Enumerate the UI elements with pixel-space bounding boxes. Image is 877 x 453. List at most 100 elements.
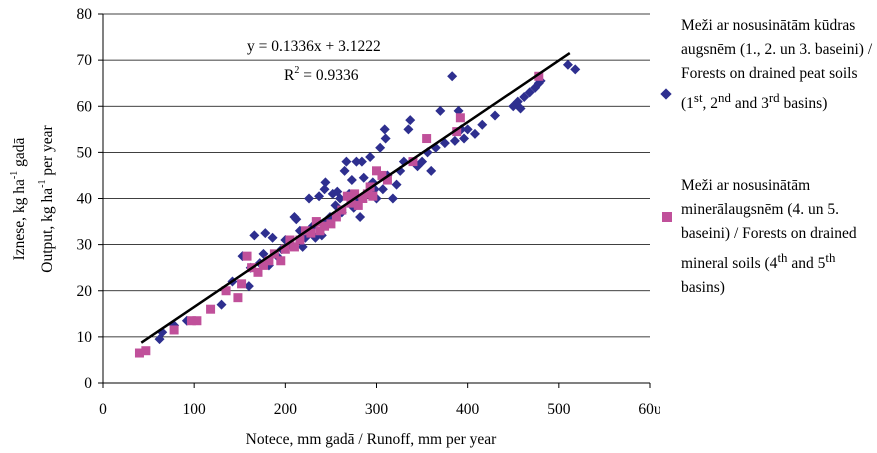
data-point-mineral bbox=[422, 134, 432, 144]
data-point-mineral bbox=[331, 212, 341, 222]
data-point-mineral bbox=[372, 166, 381, 176]
trendline bbox=[140, 52, 571, 344]
data-point-mineral bbox=[169, 325, 179, 335]
data-point-peat bbox=[490, 110, 501, 121]
y-axis-label-2: Output, kg ha-1 per year bbox=[37, 124, 56, 272]
data-point-peat bbox=[304, 193, 315, 204]
data-point-peat bbox=[405, 115, 416, 126]
data-point-peat bbox=[375, 142, 386, 153]
data-point-mineral bbox=[221, 286, 231, 296]
data-point-peat bbox=[449, 135, 460, 146]
r-squared-prefix: R bbox=[284, 67, 295, 84]
data-point-mineral bbox=[186, 316, 196, 326]
trendline-path bbox=[140, 52, 571, 344]
axes bbox=[98, 13, 651, 388]
data-point-peat bbox=[341, 156, 352, 167]
data-point-mineral bbox=[258, 260, 268, 270]
r-squared-sup: 2 bbox=[294, 65, 299, 76]
data-points bbox=[134, 59, 581, 358]
x-tick-label: 300 bbox=[365, 401, 389, 418]
data-point-mineral bbox=[295, 235, 305, 245]
x-tick-label: 400 bbox=[456, 401, 480, 418]
data-point-peat bbox=[426, 165, 437, 176]
data-point-mineral bbox=[342, 191, 352, 201]
data-point-mineral bbox=[253, 267, 263, 277]
data-point-peat bbox=[562, 59, 573, 70]
data-point-peat bbox=[335, 193, 346, 204]
scatter-chart: 0 10 20 30 40 50 60 70 80 0 100 200 300 400 500 60υ y =… bbox=[9, 6, 661, 448]
data-point-peat bbox=[403, 124, 414, 135]
data-point-mineral bbox=[315, 226, 325, 236]
data-point-peat bbox=[243, 281, 254, 292]
data-point-mineral bbox=[289, 242, 299, 252]
data-point-peat bbox=[339, 165, 350, 176]
grid-lines bbox=[103, 13, 650, 338]
data-point-peat bbox=[355, 211, 366, 222]
data-point-peat bbox=[379, 124, 390, 135]
data-point-peat bbox=[435, 105, 446, 116]
data-point-peat bbox=[216, 299, 227, 310]
data-point-peat bbox=[314, 191, 325, 202]
data-point-mineral bbox=[306, 228, 316, 238]
legend-label-peat-soils: Meži ar nosusinātām kūdras augsnēm (1., … bbox=[681, 17, 873, 113]
data-point-mineral bbox=[242, 251, 252, 261]
data-point-peat bbox=[524, 87, 535, 98]
data-point-peat bbox=[515, 103, 526, 114]
data-point-mineral bbox=[353, 200, 363, 210]
data-point-peat bbox=[267, 232, 278, 243]
data-point-peat bbox=[387, 193, 398, 204]
data-point-mineral bbox=[358, 194, 368, 203]
data-point-peat bbox=[519, 92, 530, 103]
data-point-peat bbox=[320, 177, 331, 188]
y-tick-label: 80 bbox=[77, 6, 93, 23]
data-point-peat bbox=[417, 156, 428, 167]
data-point-peat bbox=[469, 128, 480, 139]
data-point-peat bbox=[391, 179, 402, 190]
data-point-mineral bbox=[276, 256, 286, 266]
data-point-mineral bbox=[362, 189, 372, 199]
data-point-peat bbox=[260, 228, 271, 239]
data-point-mineral bbox=[455, 113, 465, 123]
data-point-mineral bbox=[452, 127, 462, 137]
y-tick-label: 0 bbox=[84, 375, 92, 392]
data-point-peat bbox=[462, 124, 473, 135]
data-point-peat bbox=[459, 133, 470, 144]
data-point-peat bbox=[346, 175, 357, 186]
y-tick-label: 30 bbox=[77, 237, 93, 254]
data-point-mineral bbox=[280, 244, 290, 254]
data-point-mineral bbox=[368, 191, 378, 201]
data-point-mineral bbox=[285, 235, 295, 245]
x-tick-label: 500 bbox=[547, 401, 571, 418]
y-tick-label: 10 bbox=[77, 329, 93, 346]
data-point-mineral bbox=[141, 346, 151, 356]
data-point-mineral bbox=[320, 221, 330, 231]
tick-labels: 0 10 20 30 40 50 60 70 80 0 100 200 300 400 500 60υ bbox=[77, 6, 661, 418]
data-point-peat bbox=[351, 156, 362, 167]
data-point-mineral bbox=[206, 304, 216, 314]
data-point-mineral bbox=[377, 170, 387, 180]
x-tick-label: 0 bbox=[99, 401, 107, 418]
y-axis-label-1: Iznese, kg ha-1 gadā bbox=[9, 137, 28, 260]
legend-marker-diamond bbox=[660, 88, 672, 100]
data-point-peat bbox=[291, 214, 302, 225]
y-tick-label: 60 bbox=[77, 98, 93, 115]
x-tick-label: 100 bbox=[183, 401, 207, 418]
data-point-mineral bbox=[233, 293, 243, 303]
data-point-peat bbox=[249, 230, 260, 241]
data-point-peat bbox=[447, 71, 458, 82]
r-squared-label: R2 = 0.9336 bbox=[284, 65, 359, 84]
data-point-mineral bbox=[408, 157, 418, 167]
data-point-peat bbox=[570, 64, 581, 75]
data-point-mineral bbox=[134, 348, 144, 358]
y-tick-label: 20 bbox=[77, 283, 93, 300]
y-tick-label: 50 bbox=[77, 144, 93, 161]
data-point-peat bbox=[380, 133, 391, 144]
data-point-mineral bbox=[311, 217, 321, 227]
data-point-mineral bbox=[346, 198, 356, 208]
legend-label-mineral-soils: Meži ar nosusinātām minerālaugsnēm (4. u… bbox=[681, 177, 857, 297]
data-point-peat bbox=[319, 184, 330, 195]
x-axis-label: Notece, mm gadā / Runoff, mm per year bbox=[246, 431, 497, 448]
data-point-mineral bbox=[382, 175, 392, 185]
legend-marker-square bbox=[662, 212, 672, 222]
data-point-peat bbox=[377, 184, 388, 195]
